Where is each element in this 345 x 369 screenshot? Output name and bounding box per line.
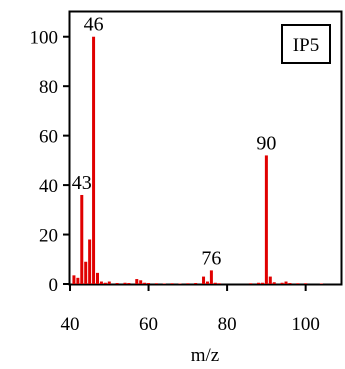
spectrum-bar: [268, 276, 272, 284]
x-ticks-layer: 40 60 80 100: [61, 284, 320, 335]
spectrum-bar: [264, 155, 268, 284]
spectrum-bar: [249, 283, 253, 284]
x-tick-label: 80: [218, 314, 237, 335]
spectrum-bar: [162, 283, 166, 285]
peak-label: 43: [72, 172, 92, 194]
spectrum-bar: [95, 272, 99, 284]
spectrum-bar: [217, 283, 221, 284]
spectrum-bar: [257, 282, 261, 284]
spectrum-bar: [284, 281, 288, 284]
spectrum-bar: [154, 283, 158, 284]
spectrum-bar: [107, 281, 111, 284]
spectrum-bar: [139, 280, 143, 284]
spectrum-bar: [186, 283, 190, 284]
spectrum-bar: [127, 283, 131, 284]
x-tick-label: 100: [291, 314, 320, 335]
spectrum-bar: [135, 279, 139, 284]
bars-layer: [72, 36, 323, 285]
peak-label: 90: [256, 132, 276, 154]
x-axis-title: m/z: [191, 345, 220, 366]
y-tick-label: 100: [30, 28, 59, 49]
spectrum-bar: [304, 283, 308, 284]
legend-text: IP5: [293, 35, 319, 56]
peak-label: 46: [84, 14, 104, 36]
y-tick-label: 80: [39, 77, 58, 98]
legend-box: IP5: [281, 24, 331, 64]
spectrum-bar: [178, 283, 182, 285]
y-tick-label: 40: [39, 176, 58, 197]
y-tick-label: 0: [49, 275, 59, 296]
spectrum-bar: [202, 276, 206, 284]
spectrum-bar: [170, 283, 174, 284]
spectrum-bar: [103, 282, 107, 284]
spectrum-bar: [272, 282, 276, 284]
plot-frame: [68, 10, 343, 286]
spectrum-bar: [205, 281, 209, 284]
spectrum-bar: [115, 283, 119, 284]
spectrum-bar: [80, 194, 84, 284]
peak-label: 76: [201, 247, 221, 269]
spectrum-bar: [194, 283, 198, 284]
spectrum-bar: [99, 281, 103, 284]
spectrum-bar: [296, 283, 300, 284]
x-tick-label: 60: [139, 314, 158, 335]
spectrum-bar: [280, 282, 284, 284]
spectrum-bar: [76, 277, 80, 284]
peak-labels-layer: 43 46 76 90: [72, 14, 277, 270]
spectrum-bar: [213, 282, 217, 284]
spectrum-bar: [84, 261, 88, 284]
spectrum-bar: [72, 275, 76, 284]
spectrum-bar: [92, 36, 96, 285]
spectrum-bar: [319, 283, 323, 285]
spectrum-bar: [288, 283, 292, 284]
spectrum-bar: [123, 282, 127, 284]
spectrum-bar: [88, 239, 92, 284]
spectrum-bar: [143, 282, 147, 284]
y-ticks-layer: 0 20 40 60 80 100: [30, 28, 70, 296]
x-tick-label: 40: [61, 314, 80, 335]
legend-frame: [281, 24, 331, 64]
y-tick-label: 20: [39, 226, 58, 247]
spectrum-bar: [147, 283, 151, 284]
y-tick-label: 60: [39, 127, 58, 148]
spectrum-bar: [260, 282, 264, 284]
spectrum-bar: [209, 270, 213, 284]
